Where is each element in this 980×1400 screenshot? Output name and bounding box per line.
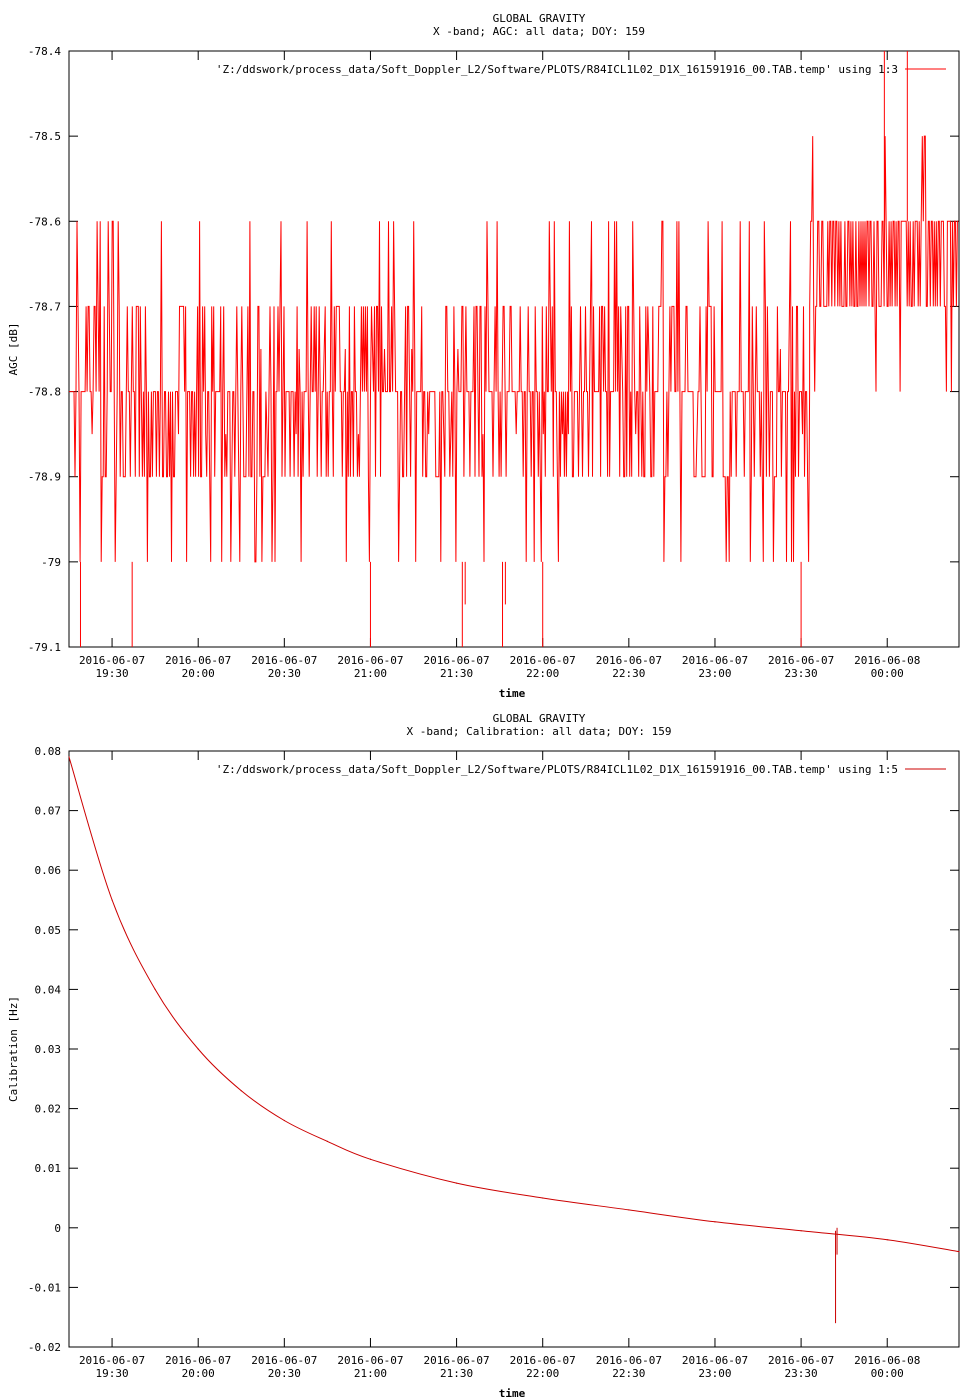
series-point	[240, 1090, 242, 1092]
series-point	[197, 1048, 199, 1050]
x-tick-time-label: 20:00	[182, 1367, 215, 1380]
series-point	[958, 1251, 960, 1253]
series-line	[69, 135, 959, 563]
x-tick-time-label: 23:30	[785, 1367, 818, 1380]
y-tick-label: 0.03	[35, 1043, 62, 1056]
series-point	[628, 1209, 630, 1211]
series-point	[886, 1239, 888, 1241]
x-tick-date-label: 2016-06-07	[165, 1354, 231, 1367]
chart-title: GLOBAL GRAVITY	[493, 12, 586, 25]
plot-frame	[68, 50, 960, 648]
x-tick-time-label: 21:00	[354, 667, 387, 680]
x-tick-time-label: 00:00	[871, 1367, 904, 1380]
x-tick-date-label: 2016-06-07	[337, 1354, 403, 1367]
x-tick-date-label: 2016-06-07	[596, 1354, 662, 1367]
series-point	[68, 756, 70, 758]
y-tick-label: -78.4	[28, 45, 61, 58]
x-tick-time-label: 22:00	[526, 667, 559, 680]
x-tick-time-label: 21:00	[354, 1367, 387, 1380]
x-axis-label: time	[499, 1387, 526, 1400]
x-tick-date-label: 2016-06-07	[510, 654, 576, 667]
x-tick-time-label: 23:00	[698, 667, 731, 680]
y-axis-label: Calibration [Hz]	[7, 996, 20, 1102]
x-tick-date-label: 2016-06-07	[682, 1354, 748, 1367]
y-tick-label: -78.6	[28, 215, 61, 228]
plot-frame	[68, 750, 960, 1348]
y-tick-label: 0.02	[35, 1103, 62, 1116]
series-point	[326, 1140, 328, 1142]
x-tick-date-label: 2016-06-07	[596, 654, 662, 667]
x-tick-date-label: 2016-06-07	[768, 1354, 834, 1367]
y-tick-label: -78.9	[28, 471, 61, 484]
x-tick-time-label: 19:30	[96, 1367, 129, 1380]
series-point	[283, 1119, 285, 1122]
x-tick-date-label: 2016-06-07	[251, 654, 317, 667]
series-point	[455, 1182, 458, 1184]
x-tick-date-label: 2016-06-07	[165, 654, 231, 667]
legend-label: 'Z:/ddswork/process_data/Soft_Doppler_L2…	[216, 763, 898, 776]
y-tick-label: -79.1	[28, 641, 61, 654]
y-axis-label: AGC [dB]	[7, 323, 20, 376]
x-tick-time-label: 22:30	[612, 667, 645, 680]
x-tick-time-label: 23:00	[698, 1367, 731, 1380]
y-tick-label: 0.04	[35, 983, 62, 996]
y-tick-label: -0.01	[28, 1281, 61, 1294]
x-tick-date-label: 2016-06-07	[79, 1354, 145, 1367]
series-point	[800, 1230, 802, 1232]
y-tick-label: 0.01	[35, 1162, 62, 1175]
chart-subtitle: X -band; AGC: all data; DOY: 159	[433, 25, 645, 38]
x-tick-date-label: 2016-06-07	[251, 1354, 317, 1367]
series-point	[111, 899, 113, 901]
x-tick-time-label: 20:30	[268, 1367, 301, 1380]
x-tick-date-label: 2016-06-07	[423, 1354, 489, 1367]
legend-label: 'Z:/ddswork/process_data/Soft_Doppler_L2…	[216, 63, 898, 76]
y-tick-label: -78.7	[28, 300, 61, 313]
y-tick-label: -79	[41, 556, 61, 569]
chart-subtitle: X -band; Calibration: all data; DOY: 159	[407, 725, 672, 738]
series-point	[369, 1158, 372, 1160]
y-tick-label: 0	[54, 1222, 61, 1235]
y-tick-label: 0.07	[35, 805, 62, 818]
series-line	[69, 756, 959, 1253]
x-tick-time-label: 20:30	[268, 667, 301, 680]
x-tick-time-label: 22:00	[526, 1367, 559, 1380]
x-axis-label: time	[499, 687, 526, 700]
series-point	[714, 1221, 716, 1223]
y-tick-label: 0.08	[35, 745, 62, 758]
x-tick-time-label: 21:30	[440, 1367, 473, 1380]
x-tick-time-label: 22:30	[612, 1367, 645, 1380]
x-tick-date-label: 2016-06-07	[79, 654, 145, 667]
y-tick-label: -78.5	[28, 130, 61, 143]
y-tick-label: 0.06	[35, 864, 62, 877]
x-tick-date-label: 2016-06-07	[682, 654, 748, 667]
x-tick-date-label: 2016-06-07	[510, 1354, 576, 1367]
x-tick-time-label: 23:30	[785, 667, 818, 680]
x-tick-date-label: 2016-06-08	[854, 1354, 920, 1367]
x-tick-date-label: 2016-06-07	[337, 654, 403, 667]
y-tick-label: 0.05	[35, 924, 62, 937]
x-tick-time-label: 21:30	[440, 667, 473, 680]
y-tick-label: -0.02	[28, 1341, 61, 1354]
series-point	[154, 988, 156, 991]
x-tick-time-label: 00:00	[871, 667, 904, 680]
x-tick-date-label: 2016-06-08	[854, 654, 920, 667]
y-tick-label: -78.8	[28, 386, 61, 399]
chart-title: GLOBAL GRAVITY	[493, 712, 586, 725]
x-tick-date-label: 2016-06-07	[423, 654, 489, 667]
series-point	[542, 1197, 544, 1199]
x-tick-time-label: 19:30	[96, 667, 129, 680]
x-tick-time-label: 20:00	[182, 667, 215, 680]
x-tick-date-label: 2016-06-07	[768, 654, 834, 667]
